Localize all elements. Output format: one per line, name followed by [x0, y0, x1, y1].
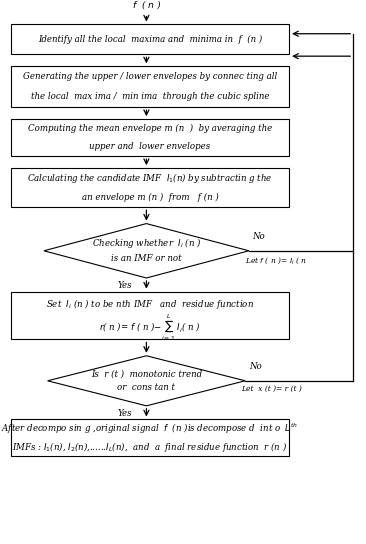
Text: an envelope m (n )  from   f (n ): an envelope m (n ) from f (n ): [82, 193, 219, 202]
Text: After decompo sin g ,original signal  $f$  (n )is decompose d  int o  $L^{th}$: After decompo sin g ,original signal $f$…: [1, 422, 299, 436]
Text: Checking whether  $I_i$ (n ): Checking whether $I_i$ (n ): [92, 236, 201, 250]
FancyBboxPatch shape: [11, 419, 289, 456]
Text: Set  $I_i$ (n ) to be nth IMF   and  residue function: Set $I_i$ (n ) to be nth IMF and residue…: [46, 296, 254, 311]
Text: No: No: [249, 362, 262, 371]
Text: Calculating the candidate IMF  $I_1$(n) by subtractin g the: Calculating the candidate IMF $I_1$(n) b…: [27, 171, 273, 185]
FancyBboxPatch shape: [11, 292, 289, 339]
Text: the local  max ima /  min ima  through the cubic spline: the local max ima / min ima through the …: [31, 92, 269, 102]
Text: upper and  lower envelopes: upper and lower envelopes: [90, 143, 210, 151]
Text: Is  r (t )  monotonic trend: Is r (t ) monotonic trend: [91, 369, 202, 379]
FancyBboxPatch shape: [11, 66, 289, 107]
FancyBboxPatch shape: [11, 119, 289, 156]
Text: Identify all the local  maxima and  minima in  f  (n ): Identify all the local maxima and minima…: [38, 35, 262, 44]
FancyBboxPatch shape: [11, 168, 289, 207]
Text: No: No: [253, 232, 265, 241]
Text: is an IMF or not: is an IMF or not: [111, 254, 182, 263]
Polygon shape: [48, 356, 245, 406]
Text: Computing the mean envelope m (n  )  by averaging the: Computing the mean envelope m (n ) by av…: [28, 124, 272, 133]
Text: Generating the upper / lower envelopes by connec ting all: Generating the upper / lower envelopes b…: [23, 72, 277, 81]
FancyBboxPatch shape: [11, 24, 289, 54]
Text: Let  x (t )= r (t ): Let x (t )= r (t ): [242, 385, 302, 393]
Text: IMFs : $I_1$(n), $I_2$(n),......$I_L$(n),  and  a  final residue function  r (n : IMFs : $I_1$(n), $I_2$(n),......$I_L$(n)…: [12, 440, 288, 454]
Text: or  cons tan t: or cons tan t: [117, 383, 175, 392]
Text: Yes: Yes: [117, 409, 132, 418]
Text: Yes: Yes: [117, 281, 132, 290]
Polygon shape: [44, 224, 249, 278]
Text: Let $f$ ( n )= $I_i$ ( n: Let $f$ ( n )= $I_i$ ( n: [245, 255, 307, 265]
Text: $f$  ( $n$ ): $f$ ( $n$ ): [131, 0, 161, 11]
Text: $r$( n )= $f$ ( n )$-\sum_{i=1}^{L}$ $I_i$( n ): $r$( n )= $f$ ( n )$-\sum_{i=1}^{L}$ $I_…: [99, 312, 201, 343]
